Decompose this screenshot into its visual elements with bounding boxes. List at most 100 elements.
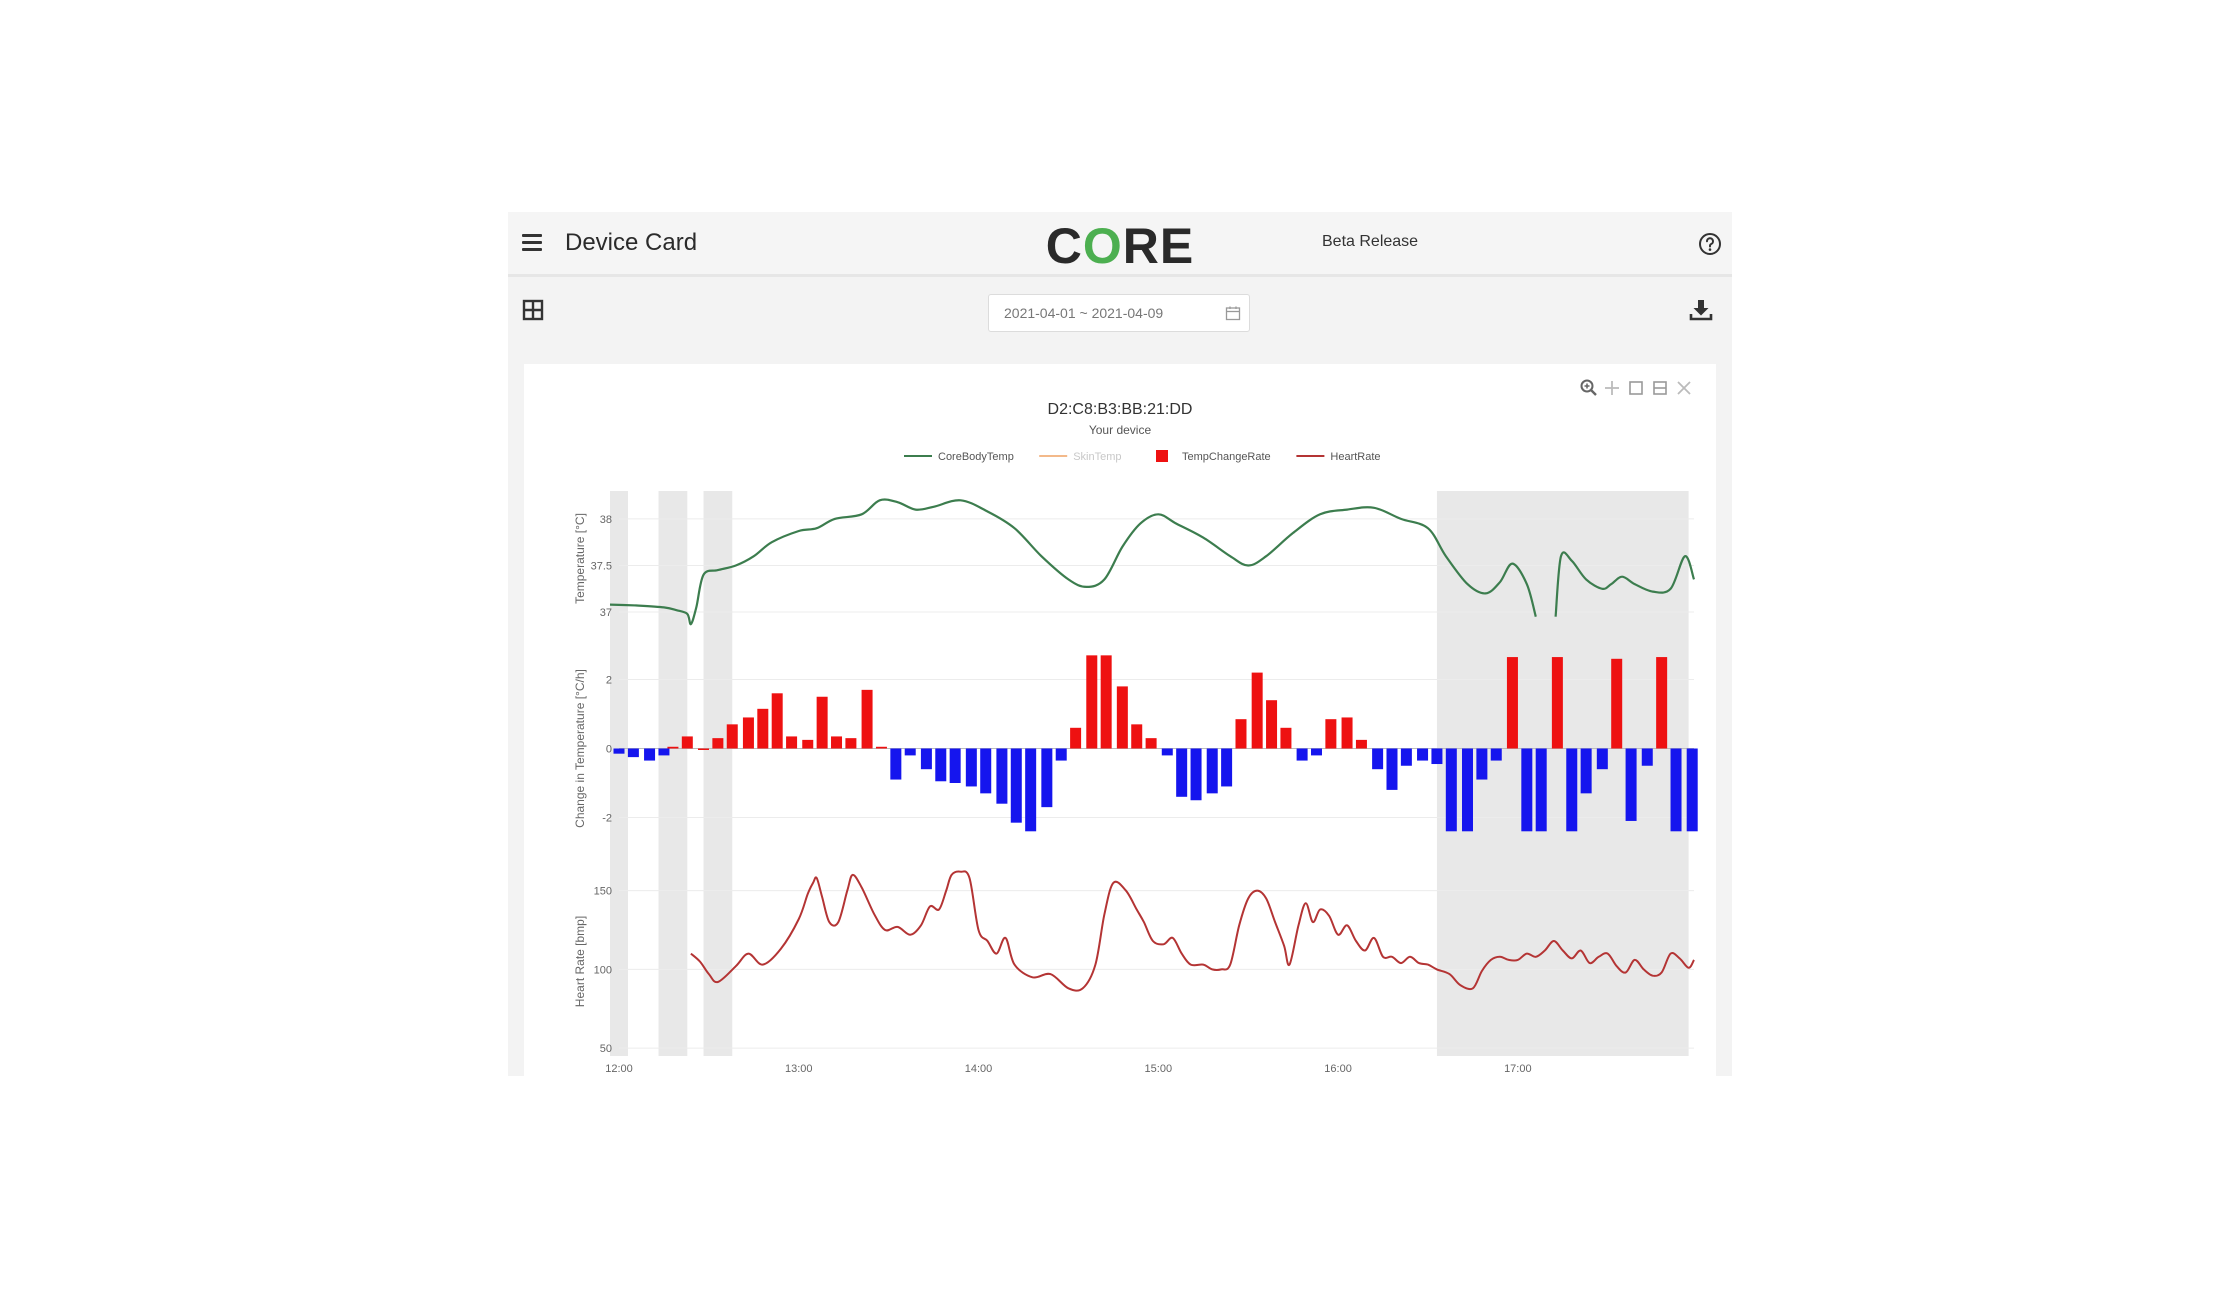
- temp-change-rate-bar: [1372, 748, 1384, 770]
- calendar-icon: [1225, 306, 1241, 321]
- temp-change-rate-bar: [644, 748, 656, 761]
- x-tick-label: 13:00: [785, 1063, 813, 1075]
- y-tick-label: 37: [600, 607, 612, 619]
- temp-change-rate-bar: [658, 748, 670, 756]
- temp-change-rate-bar: [1296, 748, 1308, 761]
- temp-change-rate-bar: [667, 746, 679, 749]
- top-bar: Device Card CORE Beta Release: [508, 212, 1732, 277]
- temp-change-rate-bar: [1535, 748, 1547, 832]
- temp-change-rate-bar: [1490, 748, 1502, 761]
- zoom-area-icon[interactable]: [1626, 378, 1646, 398]
- temp-change-rate-bar: [1400, 748, 1412, 766]
- zoom-icon[interactable]: [1579, 378, 1599, 398]
- y-tick-label: 38: [600, 514, 612, 526]
- temp-change-rate-bar: [1625, 748, 1637, 821]
- temp-change-rate-bar: [1580, 748, 1592, 794]
- temp-change-rate-bar: [935, 748, 947, 782]
- temp-change-rate-bar: [681, 736, 693, 749]
- data-gap-shading: [703, 491, 733, 1056]
- temp-change-rate-bar: [1086, 655, 1098, 749]
- x-tick-label: 15:00: [1145, 1063, 1173, 1075]
- temp-change-rate-bar: [831, 736, 843, 749]
- temp-change-rate-bar: [786, 736, 798, 749]
- temp-change-rate-bar: [904, 748, 916, 756]
- temp-change-rate-bar: [1566, 748, 1578, 832]
- temp-change-rate-bar: [1116, 686, 1128, 749]
- x-tick-label: 17:00: [1504, 1063, 1532, 1075]
- temp-change-rate-bar: [1445, 748, 1457, 832]
- heart-rate-line: [690, 870, 1695, 992]
- download-icon[interactable]: [1688, 297, 1714, 323]
- temp-change-rate-bar: [1551, 657, 1563, 749]
- temp-change-rate-bar: [845, 738, 857, 749]
- temp-change-rate-bar: [1010, 748, 1022, 823]
- temp-change-rate-bar: [712, 738, 724, 749]
- beta-release-label: Beta Release: [1322, 233, 1419, 250]
- temp-change-rate-bar: [1131, 724, 1143, 749]
- temp-change-rate-bar: [996, 748, 1008, 804]
- heart-axis-label: Heart Rate [bmp]: [573, 916, 587, 1007]
- legend-swatch-square: [1156, 450, 1168, 462]
- temp-change-rate-bar: [1686, 748, 1698, 832]
- temp-change-rate-bar: [875, 746, 887, 749]
- temp-change-rate-bar: [1355, 739, 1367, 749]
- page-title: Device Card: [565, 229, 698, 256]
- temperature-axis-label: Temperature [°C]: [573, 513, 587, 604]
- temp-change-rate-bar: [627, 748, 639, 758]
- temp-change-rate-bar: [1341, 717, 1353, 749]
- temp-change-rate-bar: [1386, 748, 1398, 790]
- svg-text:CORE: CORE: [1046, 218, 1194, 273]
- temp-change-rate-bar: [1641, 748, 1653, 766]
- temp-change-rate-bar: [1417, 748, 1429, 761]
- temp-change-rate-bar: [890, 748, 902, 780]
- temp-change-rate-bar: [1461, 748, 1473, 832]
- data-gap-shading: [658, 491, 688, 1056]
- temp-change-rate-bar: [1310, 748, 1322, 756]
- y-tick-label: 37.5: [591, 560, 612, 572]
- temp-change-rate-bar: [802, 739, 814, 749]
- question-circle-icon[interactable]: [1698, 232, 1722, 256]
- temp-change-rate-bar: [949, 748, 961, 783]
- x-tick-label: 16:00: [1324, 1063, 1352, 1075]
- x-tick-label: 14:00: [965, 1063, 993, 1075]
- temp-change-rate-bar: [980, 748, 992, 794]
- chart-card: 38 37.5 37 Temperature [°C] 2 0 -2 Change in Te…: [524, 364, 1716, 1076]
- date-range-value: 2021-04-01 ~ 2021-04-09: [1004, 305, 1164, 321]
- temp-change-rate-bar: [1431, 748, 1443, 765]
- close-icon[interactable]: [1674, 378, 1694, 398]
- temp-change-rate-bar: [1266, 700, 1278, 749]
- legend-item[interactable]: SkinTemp: [1039, 451, 1121, 463]
- legend-item[interactable]: CoreBodyTemp: [904, 451, 1014, 463]
- core-logo: CORE: [1046, 218, 1194, 273]
- temp-change-rate-bar: [1190, 748, 1202, 801]
- temp-change-rate-bar: [1521, 748, 1533, 832]
- temp-change-rate-bar: [1656, 657, 1668, 749]
- legend-label: HeartRate: [1330, 451, 1380, 463]
- restore-icon[interactable]: [1650, 378, 1670, 398]
- y-tick-label: 0: [606, 744, 612, 756]
- temp-change-rate-bar: [1235, 719, 1247, 749]
- temp-change-rate-bar: [1145, 738, 1157, 749]
- temp-change-rate-bar: [1280, 727, 1292, 749]
- legend-item[interactable]: TempChangeRate: [1156, 450, 1271, 463]
- temp-change-rate-bar: [1476, 748, 1488, 780]
- data-gap-shading: [610, 491, 628, 1056]
- temp-change-rate-bar: [861, 689, 873, 749]
- temp-change-rate-bar: [613, 748, 625, 754]
- date-range-picker[interactable]: 2021-04-01 ~ 2021-04-09: [988, 294, 1250, 332]
- pan-icon[interactable]: [1602, 378, 1622, 398]
- temp-change-rate-bar: [1176, 748, 1188, 797]
- data-gap-shading: [1436, 491, 1689, 1056]
- grid-view-icon[interactable]: [522, 299, 544, 321]
- temp-change-rate-bar: [1055, 748, 1067, 761]
- temp-change-rate-bar: [1596, 748, 1608, 770]
- y-tick-label: 2: [606, 675, 612, 687]
- temp-change-rate-bar: [1025, 748, 1037, 832]
- legend-item[interactable]: HeartRate: [1296, 451, 1381, 463]
- temp-change-rate-bar: [1506, 657, 1518, 749]
- core-body-temp-line: [1554, 551, 1696, 617]
- temp-change-rate-bar: [757, 708, 769, 749]
- toolbar: 2021-04-01 ~ 2021-04-09: [508, 277, 1732, 347]
- temp-change-rate-bar: [771, 693, 783, 749]
- hamburger-menu-icon[interactable]: [522, 234, 542, 251]
